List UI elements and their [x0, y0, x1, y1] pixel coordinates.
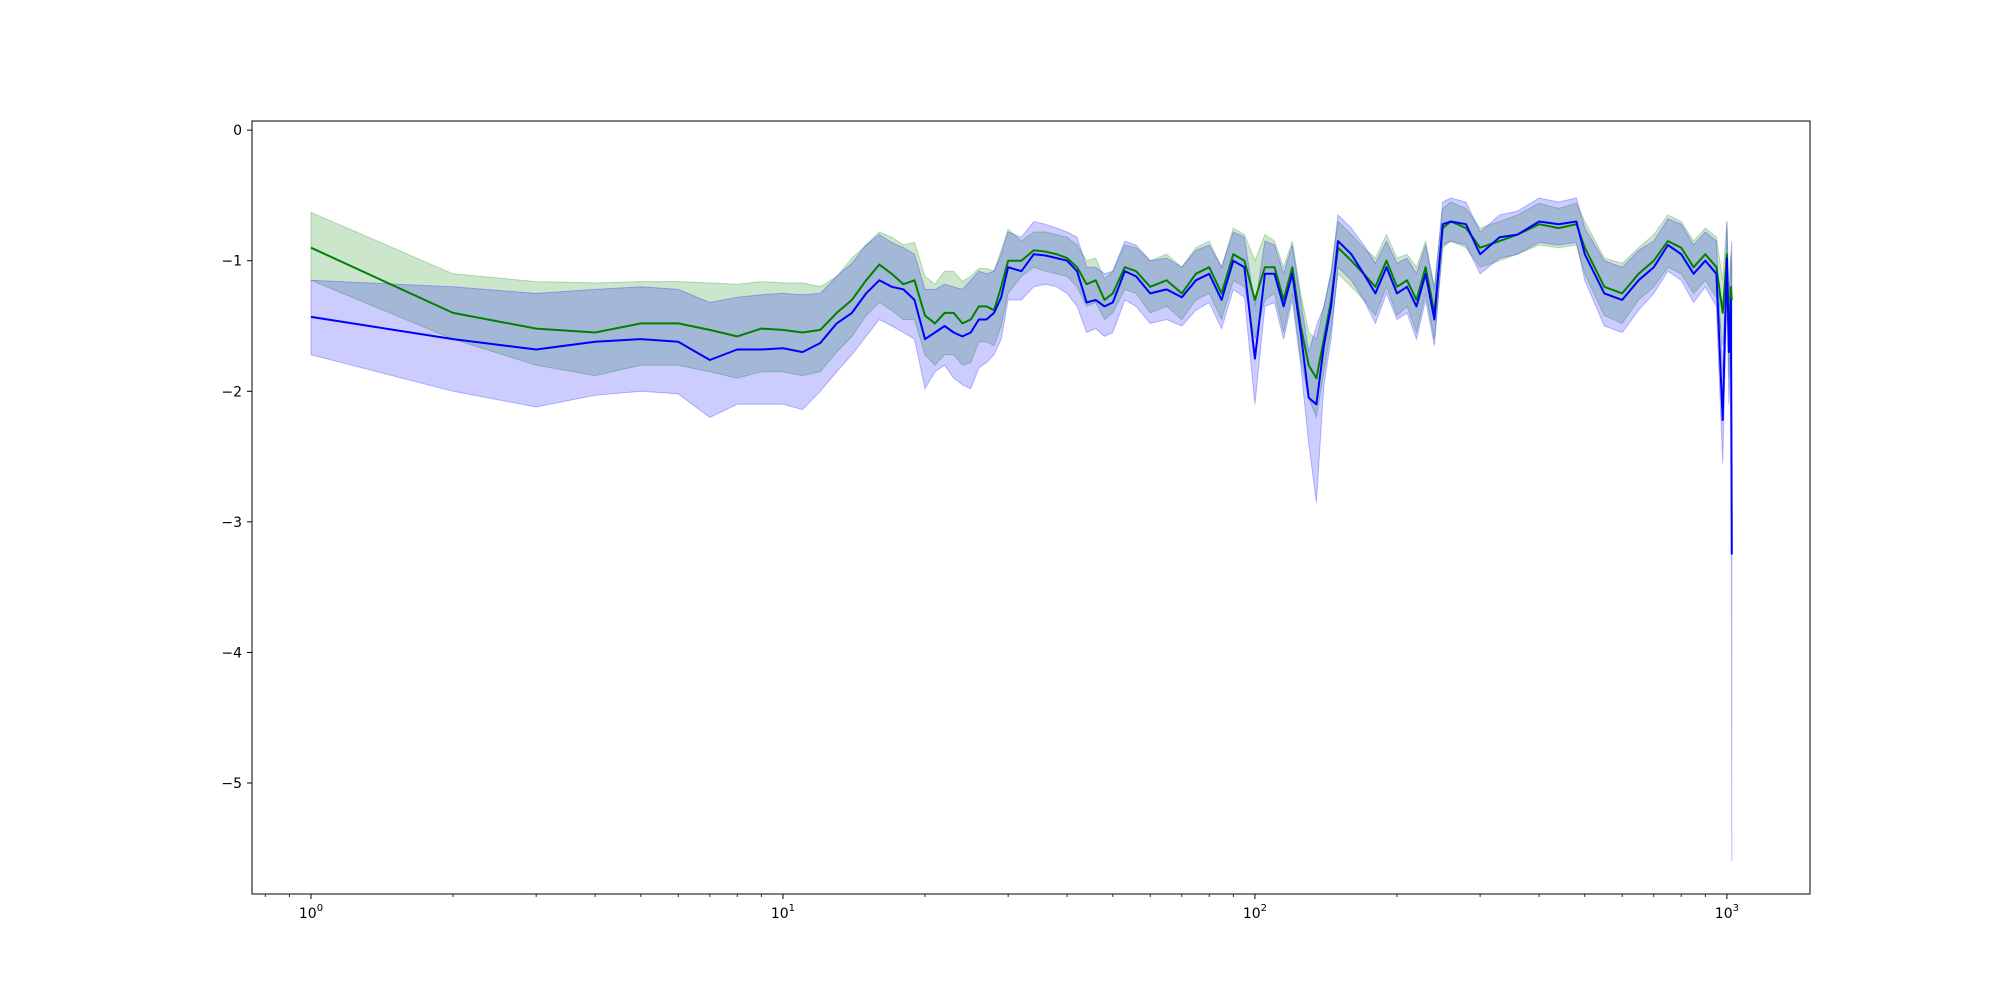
- series-1-line: [310, 220, 1733, 555]
- plot-frame: [251, 120, 1811, 895]
- series-lines: [310, 220, 1733, 555]
- y-tick-label: −3: [221, 515, 242, 531]
- y-tick-label: −5: [221, 776, 242, 792]
- y-tick-label: 0: [233, 123, 242, 139]
- y-axis: 0 −1 −2 −3 −4 −5: [221, 123, 252, 792]
- series-0-line: [310, 220, 1733, 380]
- x-axis: 100 101 102 103: [264, 894, 1739, 922]
- y-tick-label: −2: [221, 384, 242, 400]
- series-1-band: [310, 197, 1733, 862]
- y-tick-label: −4: [221, 645, 242, 661]
- y-tick-label: −1: [221, 254, 242, 270]
